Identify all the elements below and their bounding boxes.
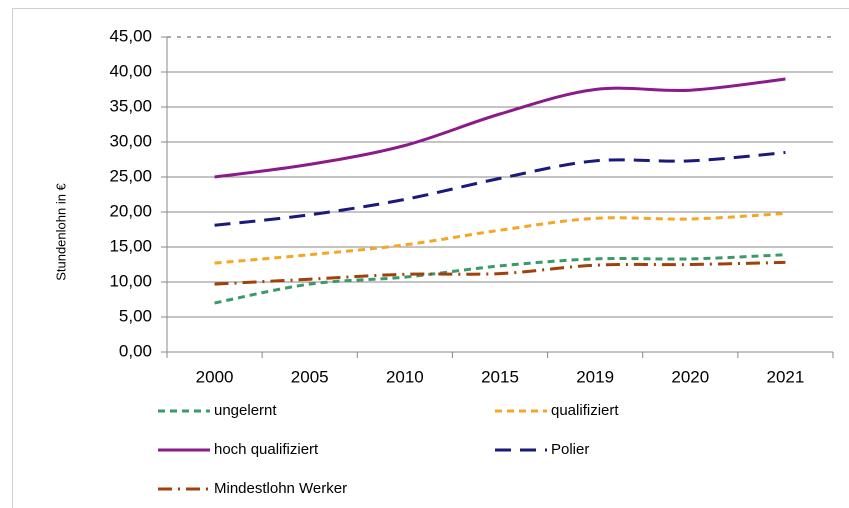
x-tick-label: 2020 [671, 367, 709, 386]
series-line [214, 253, 786, 305]
y-tick-label: 0,00 [119, 341, 152, 360]
legend-label: qualifiziert [551, 402, 619, 419]
legend-label: ungelernt [214, 402, 277, 419]
series-line [214, 211, 786, 265]
y-tick-label: 30,00 [109, 131, 152, 150]
x-tick-label: 2005 [291, 367, 329, 386]
chart-frame [12, 8, 849, 508]
series-line [214, 151, 786, 227]
y-tick-label: 15,00 [109, 236, 152, 255]
y-axis-label: Stundenlohn in € [53, 182, 68, 280]
x-tick-label: 2019 [576, 367, 614, 386]
legend-label: hoch qualifiziert [214, 441, 319, 458]
y-tick-label: 25,00 [109, 166, 152, 185]
x-tick-label: 2021 [767, 367, 805, 386]
series-line [214, 260, 786, 286]
legend-label: Polier [551, 441, 589, 458]
x-tick-label: 2000 [196, 367, 234, 386]
y-tick-label: 10,00 [109, 271, 152, 290]
x-tick-label: 2015 [481, 367, 519, 386]
y-tick-label: 45,00 [109, 26, 152, 45]
series-line [214, 77, 786, 179]
x-tick-label: 2010 [386, 367, 424, 386]
y-tick-label: 40,00 [109, 61, 152, 80]
y-tick-label: 20,00 [109, 201, 152, 220]
y-tick-label: 5,00 [119, 306, 152, 325]
legend-label: Mindestlohn Werker [214, 480, 347, 497]
y-tick-label: 35,00 [109, 96, 152, 115]
